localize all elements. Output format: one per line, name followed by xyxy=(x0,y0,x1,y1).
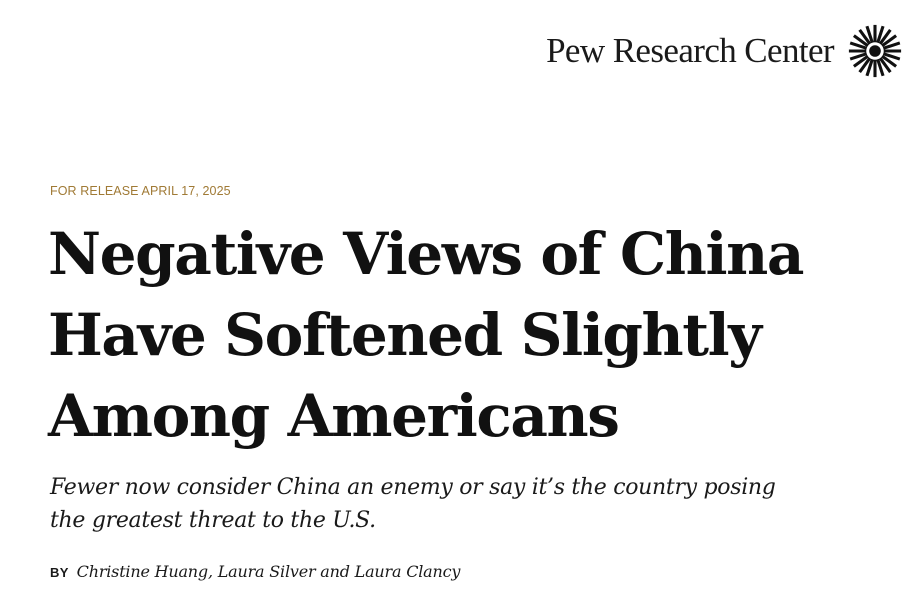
headline-line: Among Americans xyxy=(48,382,620,450)
logo-ray xyxy=(876,58,885,77)
logo-ray xyxy=(852,54,869,68)
logo-center xyxy=(869,45,881,57)
logo-ray xyxy=(876,25,885,44)
logo-ray xyxy=(858,28,872,45)
logo-ray xyxy=(882,41,901,50)
subtitle-line: Fewer now consider China an enemy or say… xyxy=(50,475,776,500)
page-title: Negative Views of China Have Softened Sl… xyxy=(48,214,908,457)
logo-ray xyxy=(852,34,869,48)
headline-line: Have Softened Slightly xyxy=(48,301,762,369)
brand-name: Pew Research Center xyxy=(546,31,835,70)
byline: BY Christine Huang, Laura Silver and Lau… xyxy=(50,562,460,582)
headline-line: Negative Views of China xyxy=(48,220,805,288)
logo-ray xyxy=(865,25,874,44)
byline-label: BY xyxy=(50,565,69,580)
byline-authors: Christine Huang, Laura Silver and Laura … xyxy=(76,562,461,581)
logo-ray xyxy=(849,41,868,50)
sunburst-logo-icon xyxy=(848,24,902,78)
subtitle: Fewer now consider China an enemy or say… xyxy=(50,471,910,537)
site-logo[interactable]: Pew Research Center xyxy=(546,22,904,80)
logo-ray xyxy=(858,57,872,74)
logo-ray xyxy=(878,57,892,74)
logo-ray xyxy=(865,58,874,77)
logo-ray xyxy=(882,52,901,61)
subtitle-line: the greatest threat to the U.S. xyxy=(50,508,376,533)
logo-ray xyxy=(878,28,892,45)
logo-ray xyxy=(881,54,898,68)
release-date: FOR RELEASE APRIL 17, 2025 xyxy=(50,184,231,198)
logo-ray xyxy=(849,52,868,61)
logo-ray xyxy=(881,34,898,48)
